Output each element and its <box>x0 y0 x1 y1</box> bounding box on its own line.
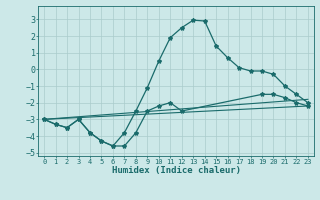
X-axis label: Humidex (Indice chaleur): Humidex (Indice chaleur) <box>111 166 241 175</box>
